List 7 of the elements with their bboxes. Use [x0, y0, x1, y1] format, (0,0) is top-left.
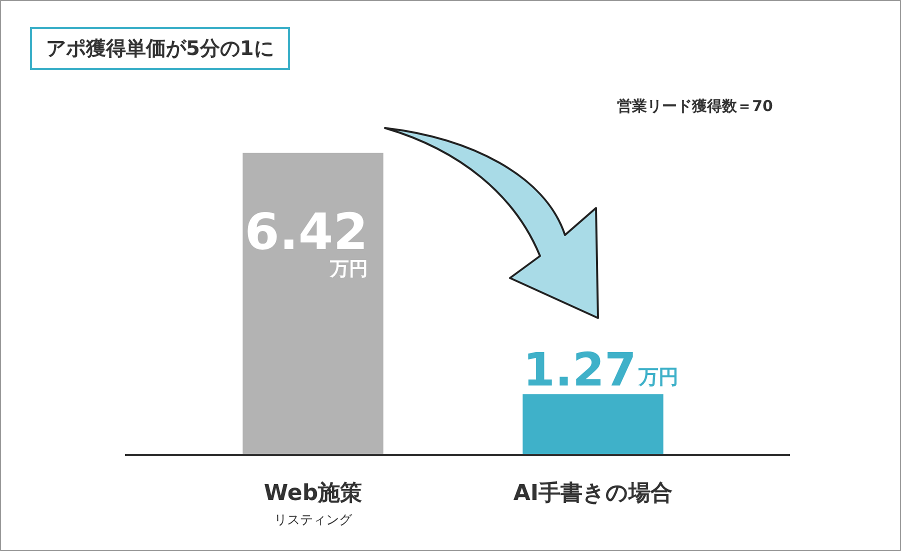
text: 営業リード獲得数＝70	[617, 97, 773, 116]
text: リスティング	[274, 513, 353, 528]
data-label: 1.27万円	[523, 342, 678, 397]
x-tick-label: AI手書きの場合	[513, 481, 673, 506]
x-tick-label: Web施策	[264, 481, 362, 506]
data-label: 6.42万円	[244, 203, 368, 280]
chart-title: アポ獲得単価が5分の1に	[30, 27, 290, 70]
